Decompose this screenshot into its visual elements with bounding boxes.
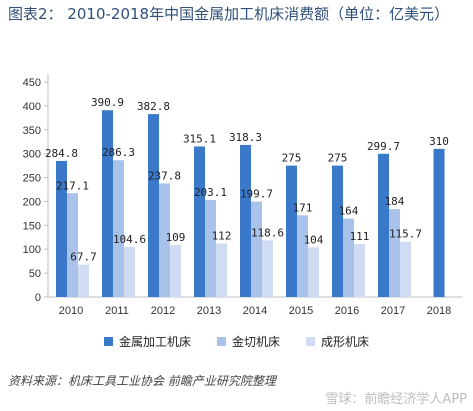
data-label: 112 xyxy=(212,229,232,242)
y-tick-label: 200 xyxy=(23,196,41,208)
bar-2-2010 xyxy=(78,264,89,297)
legend-swatch-2 xyxy=(306,337,315,346)
data-label: 284.8 xyxy=(45,147,78,160)
x-tick-label: 2015 xyxy=(289,305,313,317)
data-label: 275 xyxy=(282,152,302,165)
legend-swatch-1 xyxy=(216,337,226,346)
x-tick-label: 2013 xyxy=(197,305,221,317)
legend-item-series-2: 成形机床 xyxy=(306,333,369,350)
bar-2-2012 xyxy=(170,244,181,297)
data-label: 118.6 xyxy=(251,226,284,239)
bar-1-2010 xyxy=(67,193,78,297)
bar-0-2011 xyxy=(102,110,113,297)
bar-1-2016 xyxy=(343,218,354,297)
data-label: 237.8 xyxy=(148,169,181,182)
data-label: 390.9 xyxy=(91,96,124,109)
bar-0-2017 xyxy=(378,153,389,297)
data-label: 217.1 xyxy=(56,179,89,192)
data-label: 184 xyxy=(385,195,405,208)
bar-2-2014 xyxy=(262,240,273,297)
bar-2-2016 xyxy=(354,243,365,297)
bar-0-2014 xyxy=(240,144,251,297)
bar-0-2018 xyxy=(433,148,445,297)
legend-label-0: 金属加工机床 xyxy=(118,335,191,349)
legend-label-2: 成形机床 xyxy=(321,335,370,349)
x-tick-label: 2018 xyxy=(427,305,451,317)
legend-label-1: 金切机床 xyxy=(231,335,280,349)
data-label: 171 xyxy=(293,201,313,214)
y-tick-label: 450 xyxy=(23,77,41,89)
x-tick-label: 2011 xyxy=(105,305,129,317)
legend-item-series-0: 金属加工机床 xyxy=(103,333,191,350)
bar-0-2012 xyxy=(148,114,159,298)
chart-title: 图表2： 2010-2018年中国金属加工机床消费额（单位：亿美元） xyxy=(8,5,450,23)
bar-0-2015 xyxy=(286,165,297,297)
watermark: 雪球：前瞻经济学人APP xyxy=(325,392,467,407)
y-tick-label: 300 xyxy=(23,149,41,161)
x-tick-label: 2016 xyxy=(335,305,359,317)
data-label: 164 xyxy=(339,205,359,218)
y-tick-label: 350 xyxy=(23,125,41,137)
x-tick-label: 2014 xyxy=(243,305,267,317)
legend: 金属加工机床 金切机床 成形机床 xyxy=(0,333,473,350)
data-label: 310 xyxy=(429,135,449,148)
bar-0-2010 xyxy=(56,160,67,297)
bar-1-2013 xyxy=(205,199,216,297)
data-label: 299.7 xyxy=(367,140,400,153)
bar-2-2011 xyxy=(124,247,135,297)
y-tick-label: 0 xyxy=(35,292,41,304)
bar-0-2016 xyxy=(332,165,343,297)
legend-swatch-0 xyxy=(103,337,113,346)
data-label: 382.8 xyxy=(137,100,170,113)
y-tick-label: 400 xyxy=(23,101,41,113)
data-label: 286.3 xyxy=(102,146,135,159)
bar-2-2017 xyxy=(400,241,411,297)
data-label: 104.6 xyxy=(113,233,146,246)
data-label: 318.3 xyxy=(229,131,262,144)
source-note: 资料来源：机床工具工业协会 前瞻产业研究院整理 xyxy=(8,374,276,388)
legend-item-series-1: 金切机床 xyxy=(216,333,280,350)
data-label: 104 xyxy=(304,233,324,246)
data-label: 111 xyxy=(350,230,370,243)
y-tick-label: 100 xyxy=(23,244,41,256)
data-label: 275 xyxy=(328,152,348,165)
y-tick-label: 250 xyxy=(23,173,41,185)
bar-0-2013 xyxy=(194,146,205,297)
y-tick-label: 150 xyxy=(23,220,41,232)
bar-1-2011 xyxy=(113,160,124,297)
data-label: 67.7 xyxy=(70,251,97,264)
data-label: 199.7 xyxy=(240,188,273,201)
data-label: 109 xyxy=(166,231,186,244)
data-label: 203.1 xyxy=(194,186,227,199)
x-tick-label: 2012 xyxy=(151,305,175,317)
data-label: 115.7 xyxy=(389,228,422,241)
x-tick-label: 2017 xyxy=(381,305,405,317)
bar-1-2015 xyxy=(297,215,308,297)
bar-1-2014 xyxy=(251,201,262,297)
x-tick-label: 2010 xyxy=(59,305,83,317)
y-tick-label: 50 xyxy=(29,268,41,280)
bar-2-2015 xyxy=(308,247,319,297)
bar-2-2013 xyxy=(216,243,227,297)
data-label: 315.1 xyxy=(183,132,216,145)
bar-1-2017 xyxy=(389,209,400,297)
bar-1-2012 xyxy=(159,183,170,297)
